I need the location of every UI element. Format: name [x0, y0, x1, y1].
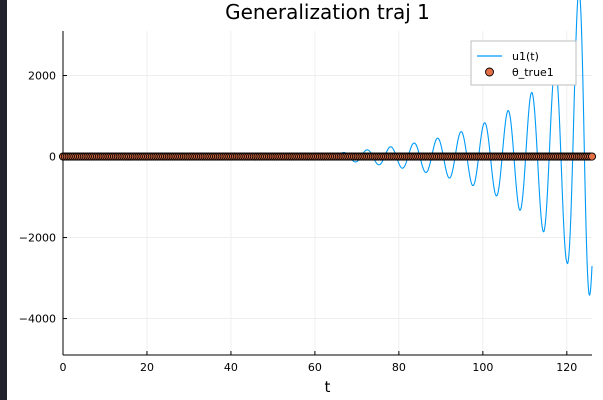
x-tick-label: 100 [472, 361, 493, 374]
legend: u1(t) θ_true1 [470, 40, 577, 86]
x-tick-label: 0 [60, 361, 67, 374]
tick-labels: 0 20 40 60 80 100 120 −4000 −2000 0 2000 [19, 70, 578, 374]
x-tick-label: 60 [308, 361, 322, 374]
x-tick-label: 120 [556, 361, 577, 374]
x-tick-label: 80 [392, 361, 406, 374]
legend-label-theta-true1: θ_true1 [512, 66, 554, 79]
x-tick-label: 20 [140, 361, 154, 374]
y-tick-label: 0 [49, 151, 56, 164]
x-tick-label: 40 [224, 361, 238, 374]
legend-marker-swatch [485, 67, 494, 77]
series-layer [58, 0, 597, 296]
y-tick-label: −2000 [19, 232, 56, 245]
legend-label-u1: u1(t) [512, 50, 539, 63]
y-tick-label: −4000 [19, 313, 56, 326]
legend-box [470, 40, 577, 86]
window-edge [0, 0, 7, 400]
x-axis-title: t [325, 378, 331, 396]
theta-true1-point [587, 152, 597, 161]
chart-title: Generalization traj 1 [225, 0, 430, 24]
y-tick-label: 2000 [28, 70, 56, 83]
